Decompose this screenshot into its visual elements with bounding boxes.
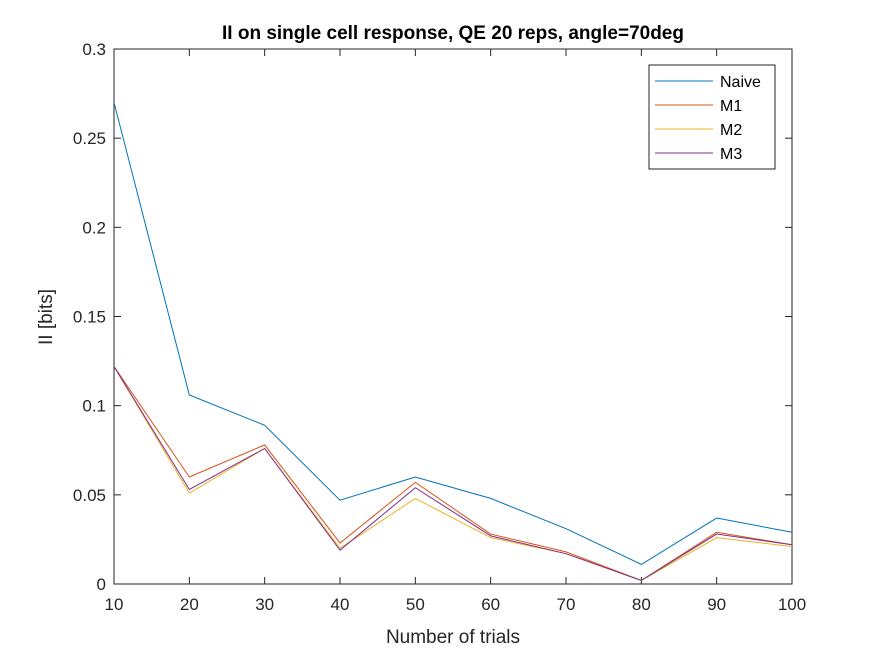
y-tick-label: 0.25: [73, 129, 106, 148]
legend-box: [648, 64, 776, 170]
x-tick-label: 10: [105, 595, 124, 614]
y-tick-label: 0.1: [82, 397, 106, 416]
y-tick-label: 0.2: [82, 218, 106, 237]
series-line-naive: [113, 102, 793, 565]
x-tick-label: 70: [557, 595, 576, 614]
x-tick-label: 100: [778, 595, 806, 614]
x-axis: 10 20 30 40 50 60 70 80 90 100: [105, 49, 806, 614]
x-tick-label: 60: [481, 595, 500, 614]
legend-label-naive: Naive: [720, 74, 761, 91]
legend-label-m2: M2: [720, 122, 742, 139]
y-tick-label: 0.15: [73, 308, 106, 327]
legend: Naive M1 M2 M3: [648, 64, 776, 170]
x-axis-label: Number of trials: [386, 627, 520, 648]
legend-label-m1: M1: [720, 98, 742, 115]
x-tick-label: 40: [331, 595, 350, 614]
x-tick-label: 20: [180, 595, 199, 614]
series-line-m3: [113, 366, 793, 581]
x-tick-label: 30: [255, 595, 274, 614]
y-axis-label: II [bits]: [36, 289, 57, 345]
series-line-m1: [113, 366, 793, 581]
series-line-m2: [113, 366, 793, 581]
y-tick-label: 0.3: [82, 40, 106, 59]
y-axis: 0 0.05 0.1 0.15 0.2 0.25 0.3: [73, 40, 792, 594]
x-tick-label: 90: [707, 595, 726, 614]
chart-title: II on single cell response, QE 20 reps, …: [222, 23, 684, 44]
x-tick-label: 50: [406, 595, 425, 614]
series-lines: [113, 102, 793, 581]
legend-label-m3: M3: [720, 146, 742, 163]
y-tick-label: 0: [97, 575, 106, 594]
y-tick-label: 0.05: [73, 486, 106, 505]
x-tick-label: 80: [632, 595, 651, 614]
